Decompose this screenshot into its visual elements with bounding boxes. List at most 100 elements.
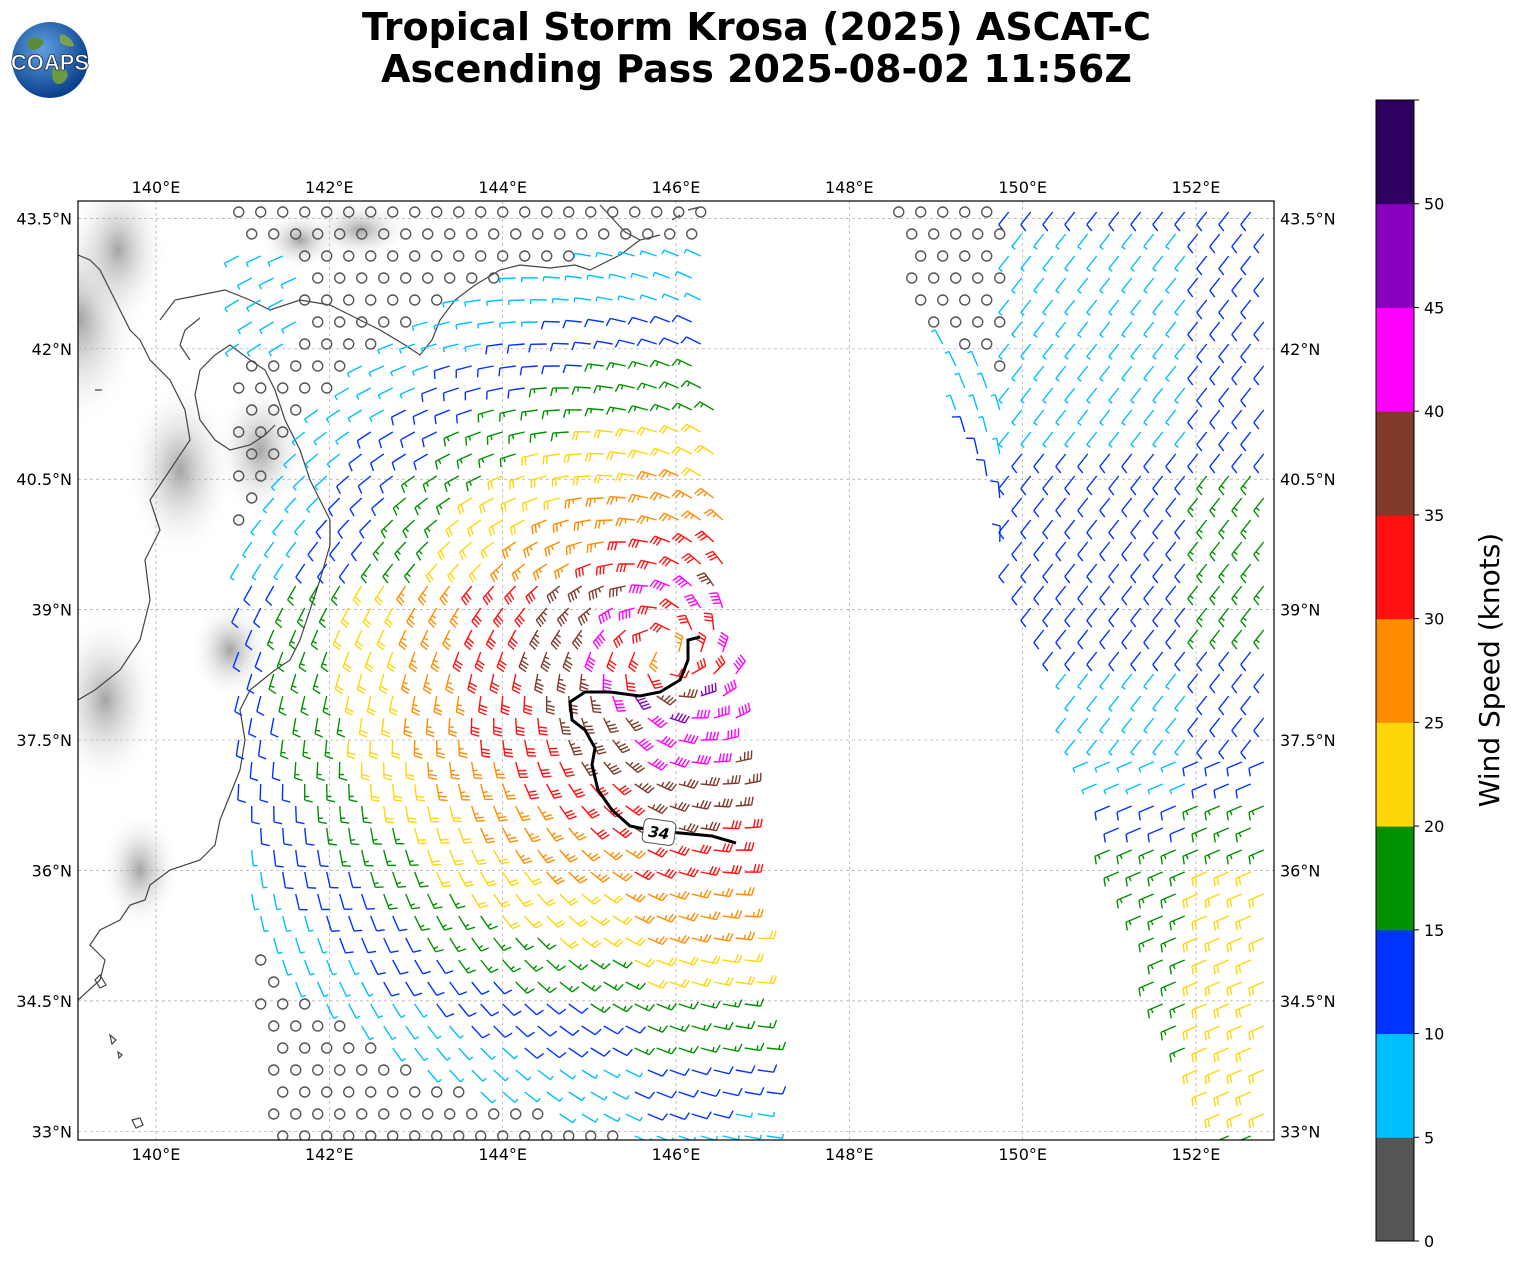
wind-barb — [1011, 277, 1023, 294]
barb-half-flag — [418, 881, 424, 885]
barb-half-flag — [587, 852, 592, 857]
wind-barb — [365, 1130, 377, 1140]
wind-barb — [1226, 1113, 1242, 1129]
barb-staff — [326, 959, 334, 976]
wind-barb — [1077, 277, 1089, 294]
wind-barb — [625, 1069, 643, 1078]
barb-flag — [1138, 988, 1141, 997]
barb-staff — [445, 519, 460, 531]
barb-flag — [706, 1067, 712, 1075]
wind-barb — [519, 365, 538, 376]
barb-flag — [479, 904, 489, 909]
barb-staff — [433, 321, 450, 327]
barb-staff — [317, 849, 322, 866]
barb-flag — [523, 704, 533, 709]
wind-barb — [360, 563, 372, 584]
barb-flag — [674, 635, 683, 641]
barb-flag — [626, 1005, 633, 1013]
wind-barb — [521, 453, 538, 466]
barb-flag — [592, 704, 601, 707]
wind-barb — [1086, 607, 1098, 628]
barb-half-flag — [628, 719, 634, 723]
barb-staff — [458, 871, 467, 887]
barb-staff — [425, 717, 429, 735]
barb-staff — [625, 1113, 641, 1122]
barb-staff — [502, 1047, 515, 1060]
wind-barb — [669, 756, 690, 768]
barb-half-flag — [558, 678, 564, 681]
barb-flag — [1108, 488, 1115, 496]
barb-staff — [360, 563, 372, 578]
barb-staff — [1231, 321, 1243, 335]
wind-barb — [318, 607, 328, 629]
wind-barb — [915, 250, 927, 262]
wind-barb — [1169, 915, 1185, 931]
barb-flag — [680, 890, 687, 899]
barb-staff — [676, 314, 693, 323]
wind-barb — [1125, 827, 1141, 843]
barb-half-flag — [528, 832, 534, 837]
barb-staff — [524, 915, 536, 929]
barb-flag — [436, 755, 446, 759]
wind-barb — [546, 871, 565, 885]
barb-staff — [296, 607, 306, 623]
wind-barb — [1209, 585, 1221, 606]
barb-flag — [280, 755, 289, 760]
wind-barb — [330, 585, 341, 607]
barb-staff — [295, 563, 306, 578]
barb-staff — [356, 673, 363, 690]
barb-staff — [1169, 1003, 1185, 1011]
wind-barb — [937, 206, 949, 218]
barb-flag — [604, 612, 608, 621]
wind-barb — [998, 211, 1010, 232]
calm-circle — [277, 1042, 289, 1054]
barb-staff — [1253, 453, 1265, 467]
barb-flag — [522, 857, 531, 862]
barb-half-flag — [1064, 443, 1069, 448]
barb-flag — [658, 556, 666, 564]
barb-staff — [998, 431, 1010, 445]
barb-staff — [656, 915, 672, 923]
barb-flag — [307, 554, 314, 562]
barb-staff — [1130, 431, 1142, 445]
barb-flag — [738, 820, 742, 829]
wind-barb — [951, 415, 966, 433]
barb-flag — [635, 585, 640, 594]
barb-staff — [1191, 1003, 1207, 1011]
barb-half-flag — [1143, 421, 1148, 426]
barb-flag — [1226, 1076, 1229, 1085]
wind-barb — [683, 248, 702, 257]
barb-staff — [588, 585, 605, 593]
barb-half-flag — [536, 678, 542, 681]
barb-half-flag — [706, 580, 711, 585]
wind-barb — [1077, 233, 1089, 250]
barb-staff — [283, 453, 297, 466]
wind-barb — [649, 491, 670, 501]
barb-flag — [407, 817, 417, 820]
barb-flag — [1160, 856, 1163, 865]
barb-flag — [1020, 576, 1027, 584]
terrain-patch — [78, 201, 168, 330]
barb-staff — [496, 651, 504, 668]
barb-staff — [1042, 519, 1054, 533]
barb-staff — [1160, 937, 1176, 945]
barb-flag — [543, 775, 552, 778]
wind-barb — [378, 1064, 390, 1076]
barb-flag — [725, 932, 731, 941]
barb-half-flag — [689, 1003, 693, 1009]
barb-half-flag — [570, 742, 576, 746]
barb-flag — [310, 644, 319, 651]
wind-barb — [445, 673, 455, 695]
barb-flag — [259, 799, 269, 803]
wind-barb — [260, 915, 269, 933]
barb-staff — [735, 804, 752, 807]
barb-half-flag — [1055, 377, 1060, 382]
barb-flag — [1191, 922, 1194, 931]
barb-half-flag — [1143, 729, 1148, 734]
barb-flag — [619, 827, 627, 835]
barb-half-flag — [422, 592, 427, 597]
barb-flag — [567, 854, 576, 861]
barb-flag — [738, 707, 742, 716]
barb-half-flag — [655, 937, 659, 942]
barb-staff — [1235, 827, 1251, 835]
